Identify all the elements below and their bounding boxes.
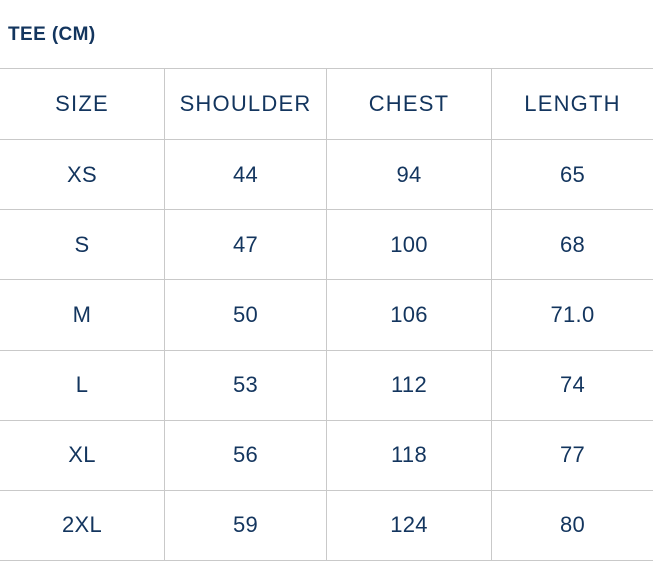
cell-chest: 94 — [326, 140, 491, 210]
cell-size: XL — [68, 442, 96, 468]
chart-title-row: TEE (CM) — [0, 0, 653, 69]
table-row: S 47 100 68 — [0, 209, 653, 280]
cell-size: S — [74, 231, 90, 257]
page-title: TEE (CM) — [8, 23, 96, 45]
column-header-chest: CHEST — [326, 69, 491, 139]
cell-chest: 112 — [326, 350, 491, 420]
cell-shoulder: 53 — [164, 350, 326, 420]
cell-chest: 124 — [326, 490, 491, 561]
cell-size: L — [75, 372, 89, 398]
cell-shoulder: 47 — [164, 210, 326, 280]
column-header-length: LENGTH — [491, 69, 653, 139]
table-row: XL 56 118 77 — [0, 419, 653, 490]
cell-length: 77 — [491, 420, 653, 490]
table-row: L 53 112 74 — [0, 349, 653, 420]
table-row: XS 44 94 65 — [0, 139, 653, 210]
cell-size: XS — [67, 161, 97, 187]
cell-length: 68 — [491, 210, 653, 280]
cell-length: 80 — [491, 490, 653, 561]
column-header-size: SIZE — [55, 91, 109, 116]
measurement-grid: SIZE SHOULDER CHEST LENGTH XS 44 94 65 S… — [0, 69, 653, 561]
cell-shoulder: 59 — [164, 490, 326, 561]
cell-shoulder: 44 — [164, 140, 326, 210]
cell-chest: 106 — [326, 280, 491, 350]
cell-shoulder: 56 — [164, 420, 326, 490]
table-row: 2XL 59 124 80 — [0, 489, 653, 561]
column-header-shoulder: SHOULDER — [164, 69, 326, 139]
table-row: M 50 106 71.0 — [0, 279, 653, 350]
cell-length: 65 — [491, 140, 653, 210]
cell-length: 74 — [491, 350, 653, 420]
table-header-row: SIZE SHOULDER CHEST LENGTH — [0, 69, 653, 139]
cell-chest: 118 — [326, 420, 491, 490]
cell-length: 71.0 — [491, 280, 653, 350]
cell-size: M — [72, 301, 92, 327]
cell-chest: 100 — [326, 210, 491, 280]
cell-shoulder: 50 — [164, 280, 326, 350]
cell-size: 2XL — [61, 512, 103, 538]
